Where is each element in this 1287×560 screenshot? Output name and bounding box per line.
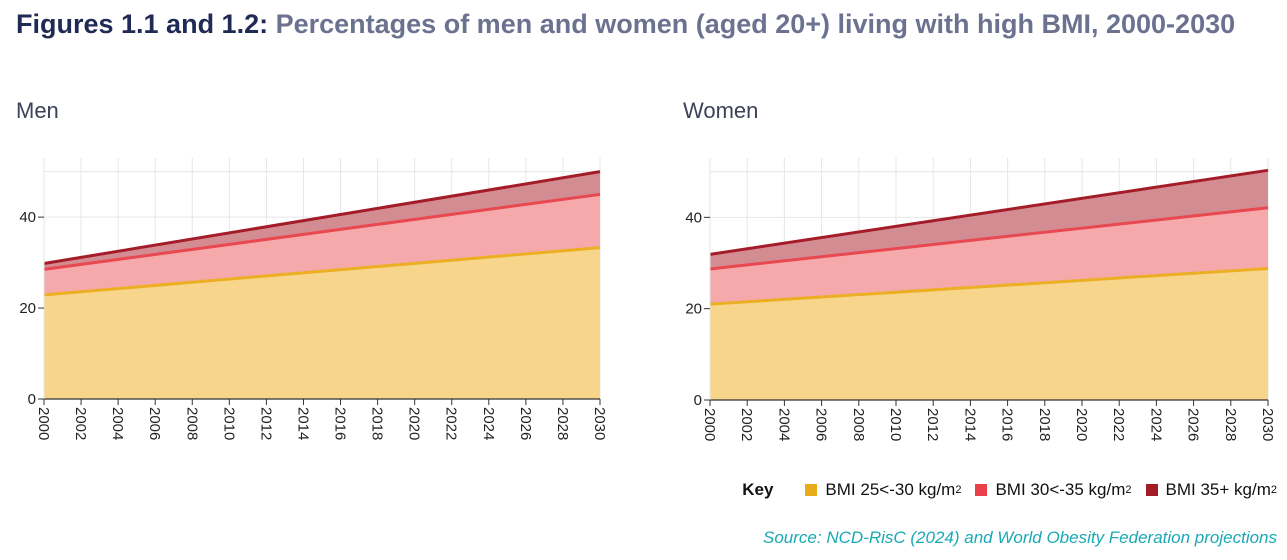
legend-label-bmi-35-plus: BMI 35+ kg/m xyxy=(1166,480,1271,500)
men-xtick-label-2020: 2020 xyxy=(406,407,423,440)
women-xtick-label-2028: 2028 xyxy=(1222,408,1239,441)
women-ytick-label-40: 40 xyxy=(685,209,702,226)
men-xtick-label-2024: 2024 xyxy=(480,407,497,440)
men-xtick-label-2012: 2012 xyxy=(257,407,274,440)
men-xtick-label-2018: 2018 xyxy=(369,407,386,440)
men-xtick-label-2006: 2006 xyxy=(146,407,163,440)
legend-sup-bmi-25-30: 2 xyxy=(955,484,961,496)
men-xtick-label-2022: 2022 xyxy=(443,407,460,440)
men-panel-title: Men xyxy=(16,98,59,124)
figure-title-rest: Percentages of men and women (aged 20+) … xyxy=(276,9,1236,39)
men-xtick-label-2008: 2008 xyxy=(183,407,200,440)
legend-key-label: Key xyxy=(742,480,773,500)
men-xtick-label-2028: 2028 xyxy=(554,407,571,440)
women-xtick-label-2022: 2022 xyxy=(1110,408,1127,441)
women-xtick-label-2008: 2008 xyxy=(850,408,867,441)
women-xtick-label-2026: 2026 xyxy=(1185,408,1202,441)
figure-title: Figures 1.1 and 1.2: Percentages of men … xyxy=(16,6,1266,42)
legend-sup-bmi-35-plus: 2 xyxy=(1271,484,1277,496)
women-xtick-label-2002: 2002 xyxy=(738,408,755,441)
men-ytick-label-0: 0 xyxy=(28,391,36,408)
men-xtick-label-2004: 2004 xyxy=(109,407,126,440)
legend: Key BMI 25<-30 kg/m 2 BMI 30<-35 kg/m 2 BM… xyxy=(742,480,1277,500)
figure-title-lead: Figures 1.1 and 1.2: xyxy=(16,9,268,39)
women-xtick-label-2000: 2000 xyxy=(701,408,718,441)
legend-item-bmi-25-30: BMI 25<-30 kg/m 2 xyxy=(805,480,961,500)
legend-item-bmi-35-plus: BMI 35+ kg/m 2 xyxy=(1146,480,1277,500)
men-xtick-label-2030: 2030 xyxy=(591,407,608,440)
men-xtick-label-2010: 2010 xyxy=(220,407,237,440)
legend-item-bmi-30-35: BMI 30<-35 kg/m 2 xyxy=(975,480,1131,500)
legend-swatch-bmi-30-35 xyxy=(975,484,987,496)
men-xtick-label-2026: 2026 xyxy=(517,407,534,440)
men-xtick-label-2016: 2016 xyxy=(332,407,349,440)
women-xtick-label-2014: 2014 xyxy=(961,408,978,441)
legend-label-bmi-30-35: BMI 30<-35 kg/m xyxy=(995,480,1125,500)
men-xtick-label-2014: 2014 xyxy=(294,407,311,440)
legend-swatch-bmi-25-30 xyxy=(805,484,817,496)
legend-swatch-bmi-35-plus xyxy=(1146,484,1158,496)
women-xtick-label-2016: 2016 xyxy=(999,408,1016,441)
women-ytick-label-0: 0 xyxy=(694,392,702,409)
women-xtick-label-2004: 2004 xyxy=(775,408,792,441)
women-xtick-label-2024: 2024 xyxy=(1147,408,1164,441)
women-xtick-label-2006: 2006 xyxy=(813,408,830,441)
women-xtick-label-2010: 2010 xyxy=(887,408,904,441)
women-chart: 0 20 40 2000 2002 2004 2006 2008 2010 2012 2014 201… xyxy=(665,150,1287,460)
women-xtick-label-2012: 2012 xyxy=(924,408,941,441)
men-chart: 0 20 40 2000 2002 2004 2006 2008 2010 2012 2014 201… xyxy=(0,150,620,460)
legend-sup-bmi-30-35: 2 xyxy=(1125,484,1131,496)
women-panel-title: Women xyxy=(683,98,758,124)
women-ytick-label-20: 20 xyxy=(685,301,702,318)
legend-label-bmi-25-30: BMI 25<-30 kg/m xyxy=(825,480,955,500)
women-xtick-label-2020: 2020 xyxy=(1073,408,1090,441)
men-ytick-label-20: 20 xyxy=(19,300,36,317)
men-xtick-label-2000: 2000 xyxy=(35,407,52,440)
men-xtick-label-2002: 2002 xyxy=(72,407,89,440)
source-note: Source: NCD-RisC (2024) and World Obesit… xyxy=(763,528,1277,548)
men-ytick-label-40: 40 xyxy=(19,209,36,226)
women-xtick-label-2030: 2030 xyxy=(1259,408,1276,441)
women-xtick-label-2018: 2018 xyxy=(1036,408,1053,441)
